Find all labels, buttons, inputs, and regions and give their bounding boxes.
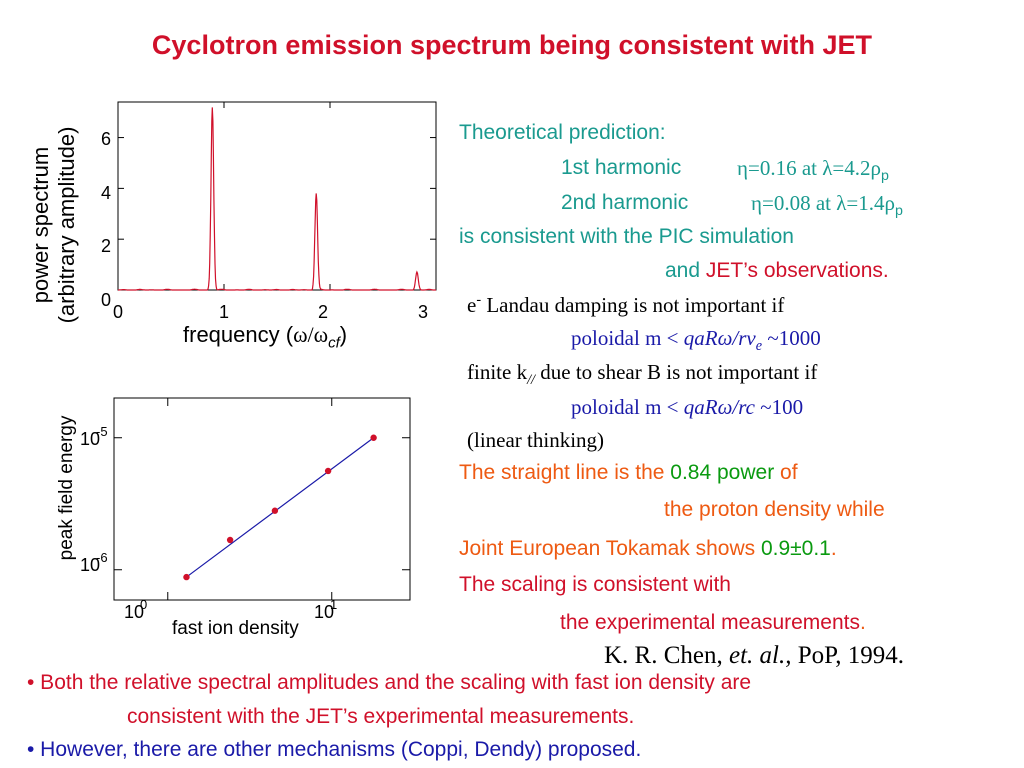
scaling-xlabel: fast ion density <box>172 618 299 639</box>
spectrum-xlabel-omega: ω/ω <box>293 322 329 347</box>
experimental-dot: . <box>859 611 866 634</box>
scaling-point-1 <box>183 573 190 581</box>
jet-shows-dot: . <box>830 537 837 560</box>
experimental-measurements: the experimental measurements <box>560 611 860 634</box>
finite-k-suffix: due to shear B is not important if <box>535 360 818 384</box>
spectrum-ytick-2: 2 <box>101 236 112 256</box>
spectrum-ylabel-line1: power spectrum <box>28 146 53 304</box>
scaling-ytick-1e-6: 10-6 <box>80 550 112 576</box>
scaling-ytick-1e-5-exp: -5 <box>96 424 108 439</box>
scaling-point-2 <box>226 536 234 544</box>
scaling-point-4 <box>324 467 332 475</box>
spectrum-xtick-2: 2 <box>318 302 329 322</box>
spectrum-xlabel-suffix: ) <box>339 322 348 347</box>
harmonic-1-sub: p <box>881 168 889 185</box>
jet-observations-line: and JET’s observations. <box>665 259 889 283</box>
bullet-1-line-1: • Both the relative spectral amplitudes … <box>27 671 752 694</box>
linear-thinking: (linear thinking) <box>467 428 605 452</box>
finite-k-sub: // <box>527 372 536 389</box>
reference-journal: PoP, 1994. <box>791 642 905 669</box>
scaling-ytick-1e-5: 10-5 <box>80 424 112 450</box>
harmonic-2-sub: p <box>895 203 903 220</box>
scaling-xtick-10e1-exp: 1 <box>330 597 338 612</box>
and-word: and <box>665 259 701 282</box>
scaling-xtick-10e0-base: 10 <box>124 602 145 622</box>
straight-line-c: of <box>774 461 798 484</box>
scaling-ytick-1e-6-base: 10 <box>80 555 101 575</box>
scaling-xtick-10e1-base: 10 <box>314 602 335 622</box>
reference-citation: K. R. Chen, et. al., PoP, 1994. <box>604 642 904 670</box>
poloidal-1-sub: e <box>755 338 763 355</box>
power-spectrum-chart <box>117 101 437 291</box>
poloidal-2-expr: qaRω/rc <box>683 395 755 419</box>
scaling-xtick-10e0: 100 <box>124 597 151 623</box>
scaling-point-3 <box>271 507 279 514</box>
spectrum-ytick-6: 6 <box>101 129 112 149</box>
scaling-consistent-line: The scaling is consistent with <box>459 573 731 596</box>
scaling-ytick-1e-6-exp: -6 <box>96 550 108 565</box>
spectrum-xlabel-prefix: frequency ( <box>183 322 294 347</box>
finite-k-prefix: finite k <box>467 360 528 384</box>
theory-label: Theoretical prediction: <box>459 121 666 144</box>
jet-observations: JET’s observations. <box>705 259 889 282</box>
spectrum-plot-frame <box>117 101 437 291</box>
spectrum-ytick-4: 4 <box>101 183 112 203</box>
spectrum-ylabel: power spectrum (arbitrary amplitude) <box>28 75 80 375</box>
spectrum-xlabel-sub: cf <box>328 334 340 352</box>
experimental-measurements-line: the experimental measurements. <box>560 611 866 635</box>
page-title: Cyclotron emission spectrum being consis… <box>151 30 873 60</box>
straight-line-statement: The straight line is the 0.84 power of <box>459 461 798 485</box>
harmonic-1-value: η=0.16 at λ=4.2ρp <box>737 156 889 184</box>
finite-k-line: finite k// due to shear B is not importa… <box>467 360 817 389</box>
jet-shows-line: Joint European Tokamak shows 0.9±0.1. <box>459 537 837 561</box>
spectrum-ytick-0: 0 <box>101 290 112 310</box>
poloidal-1-prefix: poloidal m < <box>571 326 684 350</box>
scaling-xtick-10e0-exp: 0 <box>140 597 148 612</box>
landau-sup: - <box>476 292 482 308</box>
spectrum-xtick-3: 3 <box>418 302 429 322</box>
spectrum-xtick-0: 0 <box>113 302 124 322</box>
poloidal-2-prefix: poloidal m < <box>571 395 684 419</box>
jet-shows-text: Joint European Tokamak shows <box>459 537 761 560</box>
spectrum-xlabel: frequency (ω/ωcf) <box>183 322 347 351</box>
straight-line-a: The straight line is the <box>459 461 671 484</box>
harmonic-2-label: 2nd harmonic <box>561 191 689 214</box>
jet-shows-value: 0.9±0.1 <box>760 537 831 560</box>
spectrum-xtick-1: 1 <box>219 302 230 322</box>
reference-author: K. R. Chen, <box>604 642 729 669</box>
harmonic-2-value: η=0.08 at λ=1.4ρp <box>751 191 903 219</box>
bullet-1-line-2: consistent with the JET’s experimental m… <box>127 705 635 728</box>
spectrum-ylabel-line2: (arbitrary amplitude) <box>54 126 79 324</box>
scaling-point-5 <box>370 434 377 441</box>
scaling-plot-frame <box>113 397 411 601</box>
poloidal-condition-1: poloidal m < qaRω/rve ~1000 <box>571 326 821 355</box>
poloidal-condition-2: poloidal m < qaRω/rc ~100 <box>571 395 803 420</box>
reference-etal: et. al., <box>729 642 792 669</box>
poloidal-1-expr: qaRω/rv <box>683 326 756 350</box>
scaling-chart <box>113 397 411 601</box>
scaling-fit-line <box>186 437 374 578</box>
poloidal-1-suffix: ~1000 <box>762 326 821 350</box>
harmonic-2-eta: η=0.08 at λ=1.4ρ <box>751 191 895 215</box>
straight-line-power: 0.84 power <box>670 461 775 484</box>
landau-damping-line: e- Landau damping is not important if <box>467 292 784 318</box>
harmonic-1-eta: η=0.16 at λ=4.2ρ <box>737 156 881 180</box>
landau-e: e <box>467 293 477 317</box>
scaling-ylabel: peak field energy <box>56 415 77 561</box>
harmonic-1-label: 1st harmonic <box>561 156 682 179</box>
spectrum-series-line <box>118 107 436 291</box>
landau-text: Landau damping is not important if <box>481 293 785 317</box>
scaling-xtick-10e1: 101 <box>314 597 341 623</box>
scaling-ytick-1e-5-base: 10 <box>80 429 101 449</box>
pic-consistency: is consistent with the PIC simulation <box>459 225 794 248</box>
proton-density-line: the proton density while <box>664 498 885 521</box>
bullet-2: • However, there are other mechanisms (C… <box>27 738 642 761</box>
poloidal-2-suffix: ~100 <box>754 395 804 419</box>
